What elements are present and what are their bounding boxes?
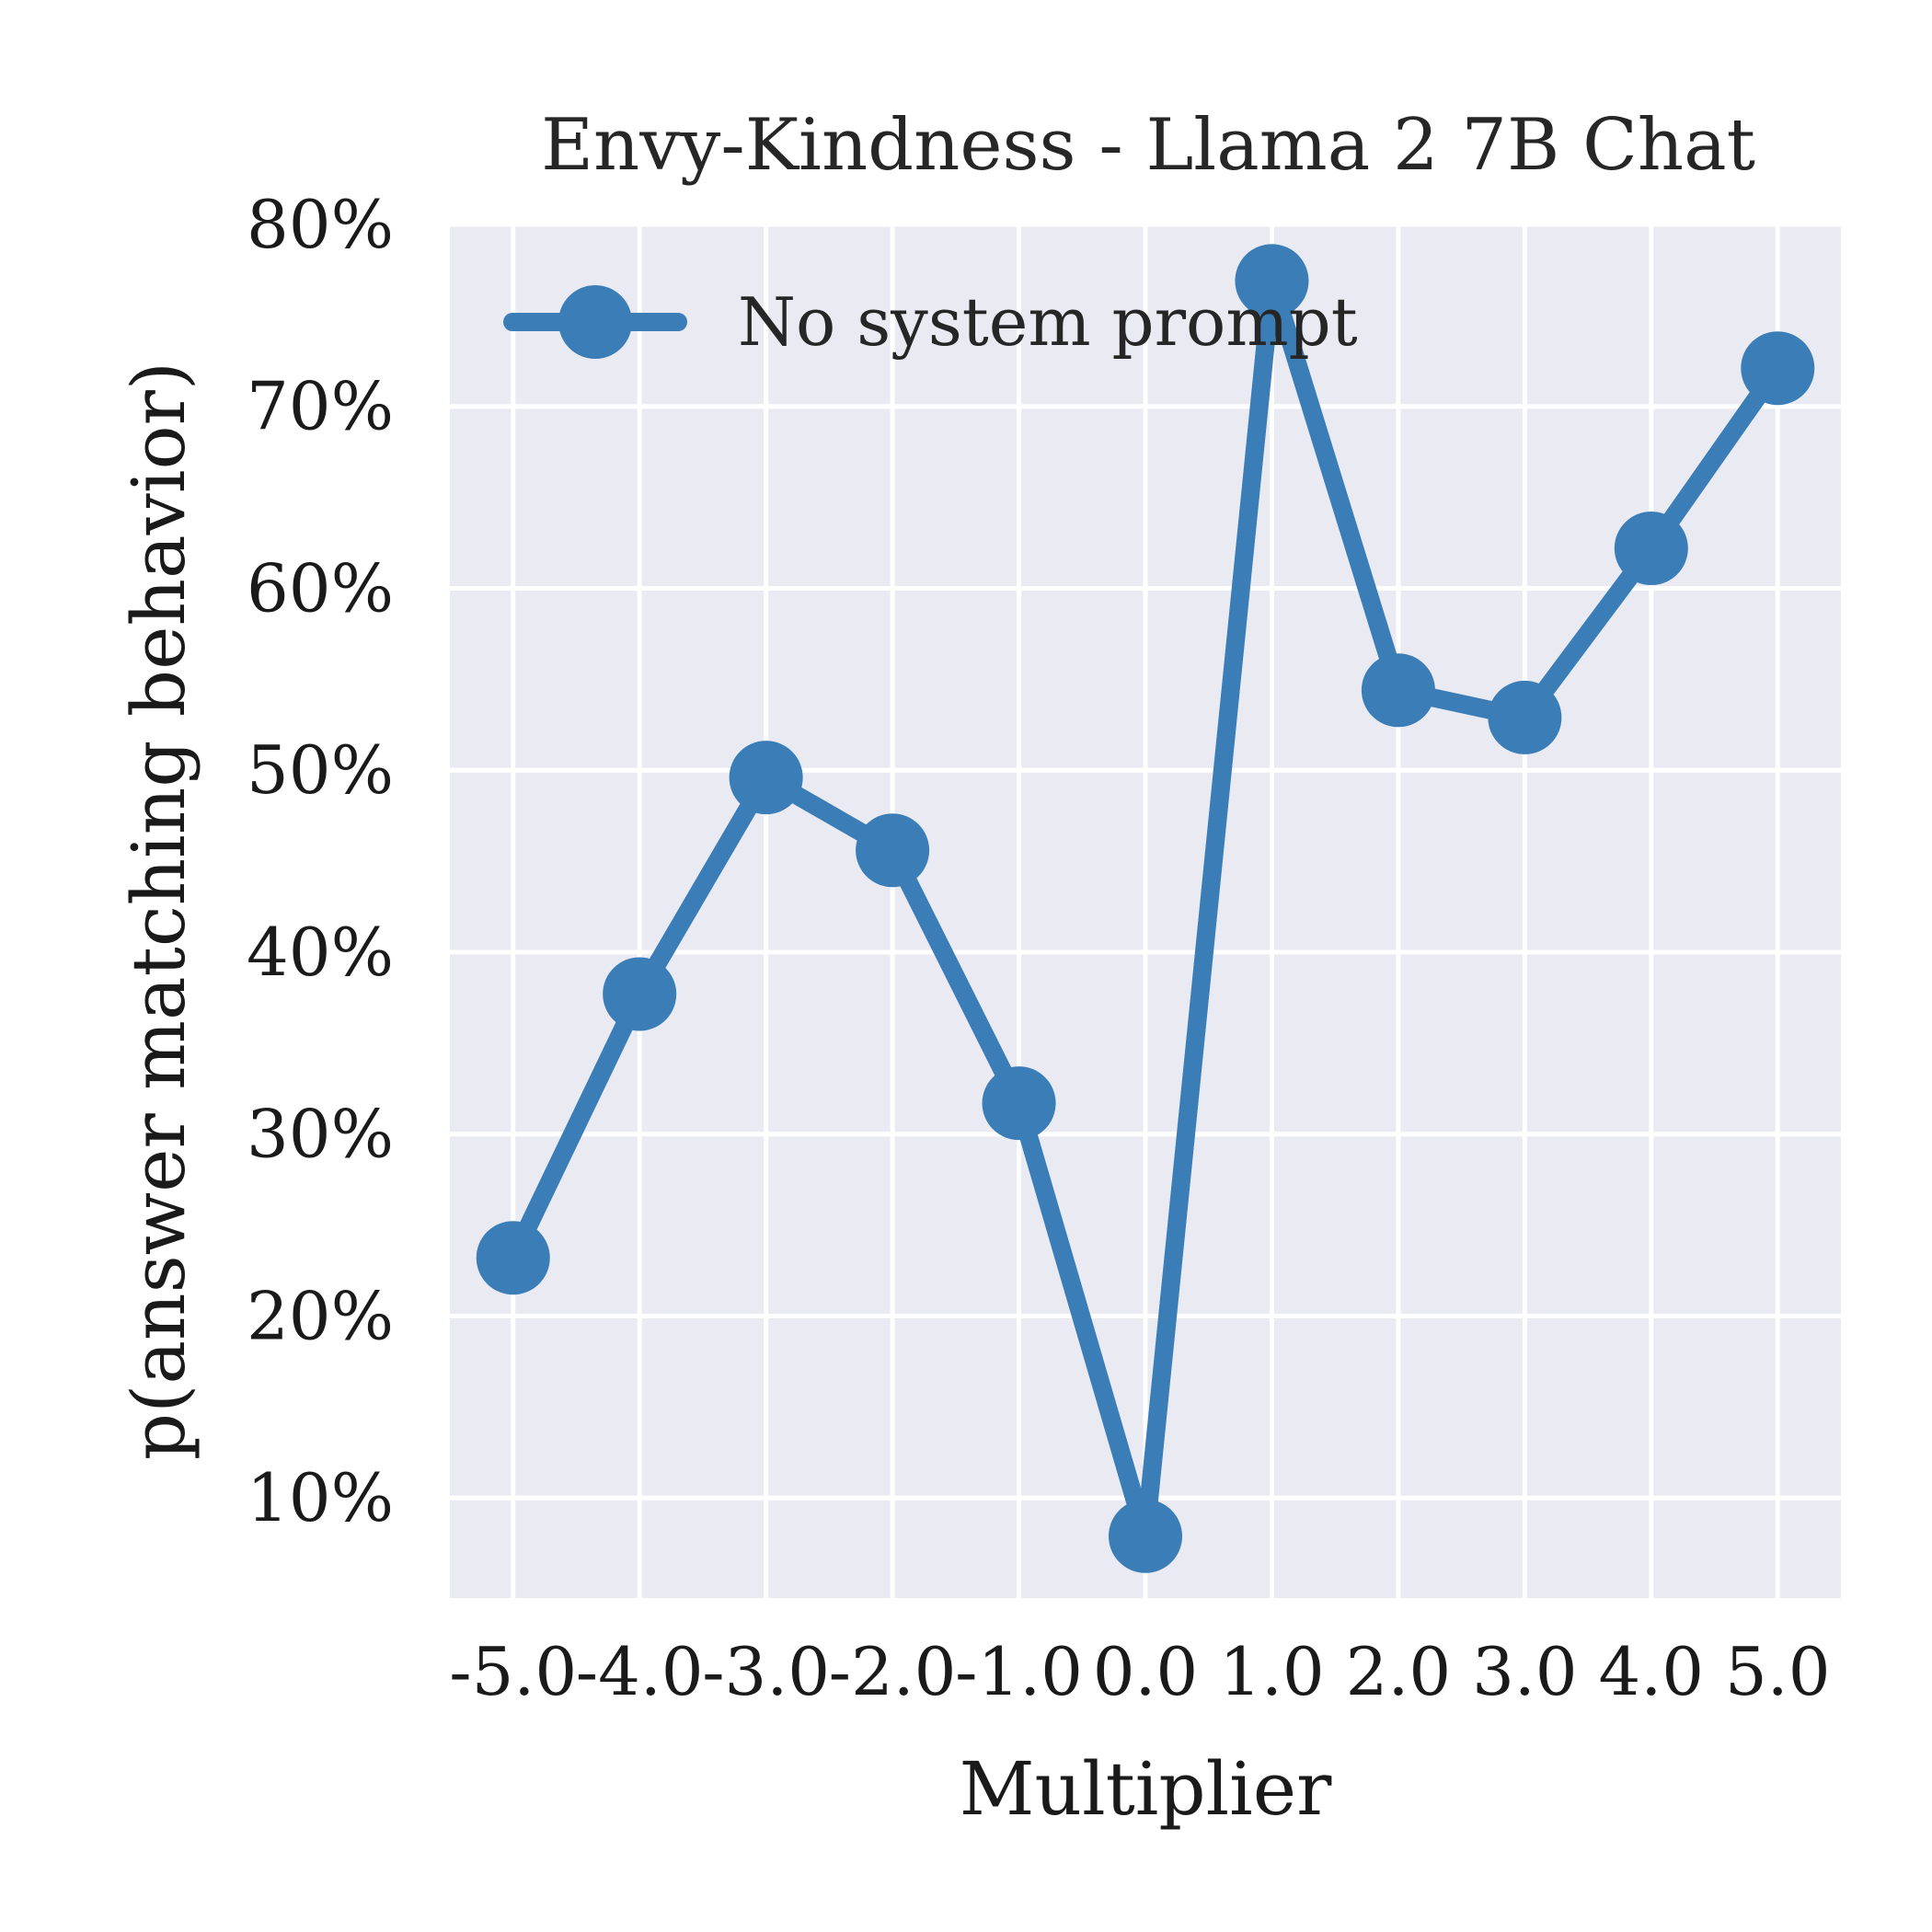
x-axis-label: Multiplier [960, 1746, 1332, 1832]
x-tick-label: 4.0 [1599, 1633, 1705, 1710]
legend-marker [558, 285, 632, 359]
x-tick-labels: -5.0-4.0-3.0-2.0-1.0 0.0 1.0 2.0 3.0 4.0 5.0 [449, 1633, 1830, 1710]
y-tick-labels: 10% 20% 30% 40% 50% 60% 70% 80% [247, 186, 394, 1536]
legend-label: No system prompt [738, 283, 1358, 361]
x-tick-label: -5.0 [449, 1633, 577, 1710]
data-point [856, 813, 930, 888]
data-point [476, 1221, 550, 1295]
y-tick-label: 50% [247, 731, 394, 809]
x-gridlines [511, 224, 1780, 1598]
x-tick-label: -4.0 [576, 1633, 704, 1710]
x-tick-label: -3.0 [702, 1633, 830, 1710]
y-tick-label: 10% [247, 1459, 394, 1536]
data-point [1488, 680, 1562, 754]
series-group [476, 244, 1815, 1573]
y-tick-label: 60% [247, 549, 394, 627]
y-tick-label: 30% [247, 1096, 394, 1173]
x-tick-label: 0.0 [1093, 1633, 1199, 1710]
chart-title: Envy-Kindness - Llama 2 7B Chat [541, 104, 1755, 187]
x-tick-label: 5.0 [1725, 1633, 1831, 1710]
x-tick-label: 2.0 [1346, 1633, 1452, 1710]
x-tick-label: 3.0 [1472, 1633, 1578, 1710]
data-point [1614, 511, 1688, 585]
y-tick-label: 40% [247, 914, 394, 991]
y-tick-label: 80% [247, 186, 394, 263]
legend: No system prompt [503, 283, 1358, 361]
y-tick-label: 70% [247, 368, 394, 445]
data-point [1235, 244, 1309, 318]
x-tick-label: 1.0 [1219, 1633, 1325, 1710]
x-tick-label: -2.0 [829, 1633, 957, 1710]
x-tick-label: -1.0 [955, 1633, 1083, 1710]
data-point [1109, 1499, 1182, 1573]
data-point [982, 1066, 1056, 1141]
data-point [1741, 331, 1815, 406]
data-point [1361, 653, 1435, 728]
data-point [729, 741, 803, 815]
y-axis-label: p(answer matching behavior) [116, 362, 201, 1460]
y-tick-label: 20% [247, 1277, 394, 1354]
data-point [603, 957, 677, 1031]
